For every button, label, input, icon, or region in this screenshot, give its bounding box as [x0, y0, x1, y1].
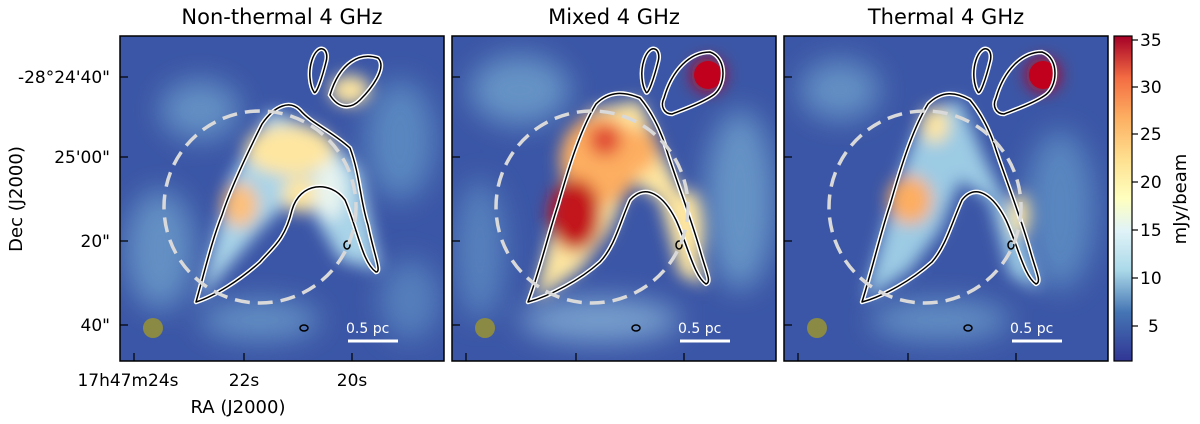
panel-title: Thermal 4 GHz: [867, 5, 1024, 29]
panel-mixed-map: [452, 36, 776, 361]
colorbar-tick-label: 20: [1140, 173, 1162, 193]
panel-non-thermal: 0.5 pc Non-thermal 4 GHz -28°24'40" 25'0…: [6, 5, 445, 418]
colorbar-tick-label: 15: [1140, 221, 1162, 241]
ytick-label: 40": [81, 316, 110, 336]
panel-non-thermal-map: [120, 36, 444, 361]
colorbar-tick-label: 35: [1140, 31, 1162, 51]
panel-title: Non-thermal 4 GHz: [181, 5, 382, 29]
panel-thermal-map: [784, 36, 1108, 361]
colorbar-tick-label: 30: [1140, 78, 1162, 98]
scalebar-label: 0.5 pc: [346, 321, 389, 337]
panel-mixed: 0.5 pc Mixed 4 GHz: [451, 5, 777, 362]
ytick-label: -28°24'40": [18, 68, 110, 88]
beam-ellipse-icon: [807, 318, 827, 338]
colorbar-tick-label: 5: [1148, 317, 1159, 337]
scalebar-label: 0.5 pc: [1010, 321, 1053, 337]
panel-title: Mixed 4 GHz: [548, 5, 680, 29]
colorbar: 35 30 25 20 15 10 5 mJy/beam: [1113, 31, 1191, 362]
colorbar-tick-label: 10: [1140, 269, 1162, 289]
xtick-label: 20s: [337, 371, 368, 391]
colorbar-label: mJy/beam: [1170, 154, 1191, 245]
ytick-label: 20": [81, 232, 110, 252]
ytick-label: 25'00": [54, 148, 110, 168]
beam-ellipse-icon: [475, 318, 495, 338]
xtick-label: 22s: [229, 371, 260, 391]
colorbar-tick-label: 25: [1140, 125, 1162, 145]
y-axis-label: Dec (J2000): [6, 146, 27, 252]
scalebar-label: 0.5 pc: [678, 321, 721, 337]
panel-thermal: 0.5 pc Thermal 4 GHz: [783, 5, 1109, 362]
x-axis-label: RA (J2000): [191, 397, 286, 418]
xtick-label: 17h47m24s: [77, 371, 178, 391]
beam-ellipse-icon: [143, 318, 163, 338]
